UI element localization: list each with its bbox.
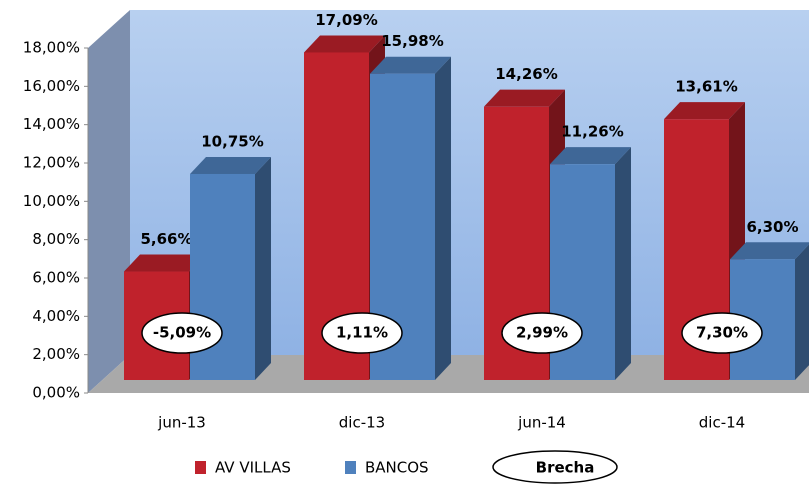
value-label: 10,75% [201,132,263,150]
y-tick-label: 10,00% [23,192,80,210]
legend-brecha [492,450,618,484]
brecha-ellipse [141,312,223,354]
bar-top [370,56,451,74]
legend-label: BANCOS [365,459,429,477]
x-tick-label: dic-13 [339,414,385,432]
y-tick-label: 12,00% [23,154,80,172]
y-tick-label: 4,00% [32,307,80,325]
bar-top [124,254,205,272]
bar-side [255,156,271,380]
value-label: 5,66% [140,230,192,248]
value-label: 11,26% [561,123,623,141]
y-tick-label: 6,00% [32,269,80,287]
x-tick-label: jun-14 [517,414,566,432]
value-label: 13,61% [675,78,737,96]
back-wall [130,10,809,355]
legend-swatch [345,461,356,474]
bar-top [550,147,631,165]
y-tick-label: 2,00% [32,345,80,363]
bar-top [304,35,385,53]
side-wall [88,10,130,393]
x-tick-label: dic-14 [699,414,745,432]
bar-side [615,147,631,380]
value-label: 15,98% [381,32,443,50]
y-tick-label: 18,00% [23,39,80,57]
bar-side [435,56,451,380]
brecha-ellipse [501,312,583,354]
bar-side [795,244,809,380]
y-tick-label: 0,00% [32,384,80,402]
legend-swatch [195,461,206,474]
bar-top [730,242,809,260]
y-tick-label: 14,00% [23,115,80,133]
brecha-label: 7,30% [696,324,748,342]
bar-top [664,102,745,120]
legend-label: AV VILLAS [215,459,291,477]
x-tick-label: jun-13 [157,414,206,432]
value-label: 6,30% [746,218,798,236]
value-label: 14,26% [495,65,557,83]
bar-top [484,89,565,107]
brecha-label: 2,99% [516,324,568,342]
y-tick-label: 8,00% [32,230,80,248]
brecha-ellipse [681,312,763,354]
brecha-label: -5,09% [153,324,211,342]
bar-top [190,156,271,174]
brecha-ellipse [321,312,403,354]
y-tick-label: 16,00% [23,77,80,95]
value-label: 17,09% [315,11,377,29]
legend-label: Brecha [536,459,595,477]
brecha-label: 1,11% [336,324,388,342]
